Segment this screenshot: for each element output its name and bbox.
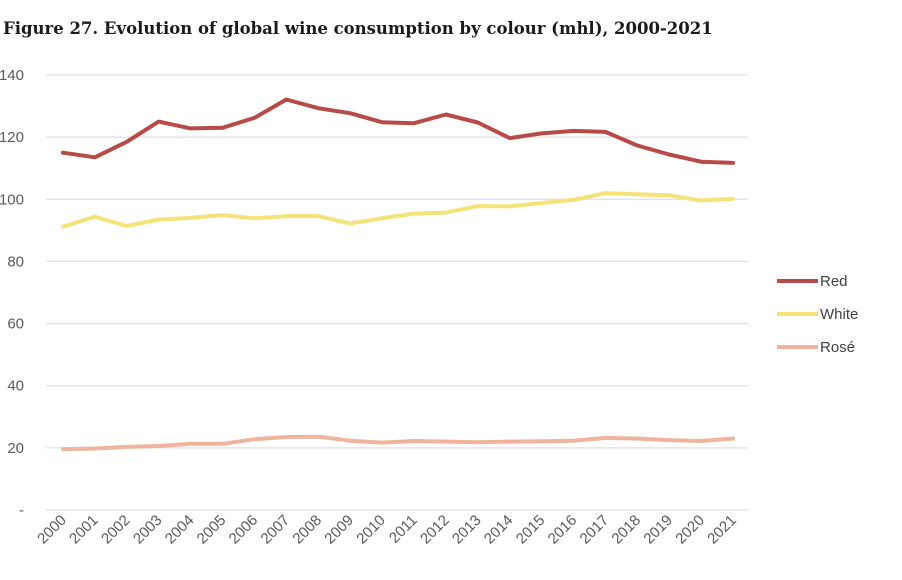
legend-label-white: White [820, 306, 858, 323]
series-line-red [61, 97, 735, 165]
x-axis-ticks: 2000200120022003200420052006200720082009… [34, 512, 740, 548]
y-axis-ticks: - 20 40 60 80 100 120 140 [0, 67, 24, 519]
x-tick-label: 2019 [640, 512, 676, 548]
y-tick-label: 40 [7, 378, 24, 395]
y-tick-label: 100 [0, 191, 24, 208]
x-tick-label: 2014 [481, 512, 517, 548]
x-tick-label: 2007 [258, 512, 294, 548]
x-tick-label: 2021 [704, 512, 740, 548]
series-line-rose [61, 434, 735, 452]
x-tick-label: 2001 [66, 512, 102, 548]
y-tick-label: 140 [0, 67, 24, 84]
x-tick-label: 2006 [226, 512, 262, 548]
x-tick-label: 2017 [577, 512, 613, 548]
series-lines [61, 97, 735, 452]
figure-title: Figure 27. Evolution of global wine cons… [3, 19, 713, 38]
x-tick-label: 2009 [321, 512, 357, 548]
series-line-white [61, 191, 735, 229]
legend: Red White Rosé [777, 273, 858, 356]
y-tick-label: 20 [7, 440, 24, 457]
y-tick-label: 60 [7, 316, 24, 333]
y-tick-label: - [19, 502, 24, 519]
legend-label-rose: Rosé [820, 339, 855, 356]
x-tick-label: 2005 [194, 512, 230, 548]
x-tick-label: 2015 [513, 512, 549, 548]
x-tick-label: 2002 [98, 512, 134, 548]
x-tick-label: 2011 [386, 512, 421, 547]
x-tick-label: 2012 [417, 512, 453, 548]
legend-label-red: Red [820, 273, 848, 290]
x-tick-label: 2013 [449, 512, 485, 548]
x-tick-label: 2004 [162, 512, 198, 548]
x-tick-label: 2003 [130, 512, 166, 548]
y-tick-label: 80 [7, 253, 24, 270]
x-tick-label: 2008 [289, 512, 325, 548]
x-tick-label: 2000 [34, 512, 70, 548]
x-tick-label: 2020 [672, 512, 708, 548]
x-tick-label: 2016 [545, 512, 581, 548]
gridlines [46, 74, 748, 511]
x-tick-label: 2010 [353, 512, 389, 548]
y-tick-label: 120 [0, 129, 24, 146]
x-tick-label: 2018 [608, 512, 644, 548]
